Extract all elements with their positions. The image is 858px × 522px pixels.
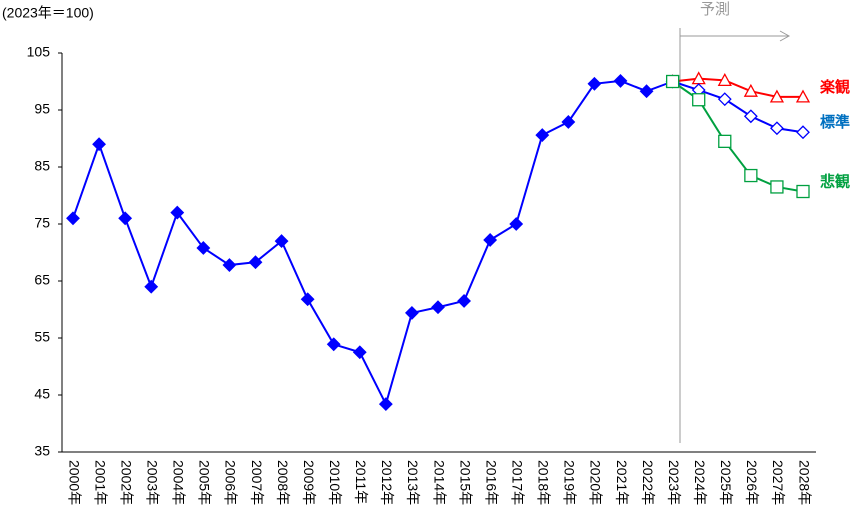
point: [118, 211, 133, 226]
forecast-arrow-head: [779, 30, 791, 42]
x-tick-label: 2022年: [640, 460, 656, 505]
x-tick-label: 2015年: [457, 460, 473, 505]
point: [66, 211, 80, 226]
y-tick-label: 95: [34, 101, 50, 117]
point: [405, 306, 419, 320]
x-tick-label: 2007年: [249, 460, 265, 505]
point: [639, 84, 654, 99]
x-tick-label: 2009年: [301, 460, 317, 505]
point: [248, 255, 263, 270]
x-tick-label: 2014年: [431, 460, 447, 505]
x-tick-label: 2021年: [614, 460, 630, 505]
series-label: 悲観: [820, 172, 850, 190]
y-tick-label: 75: [34, 215, 50, 231]
point: [170, 205, 185, 220]
series-label: 標準: [820, 113, 850, 131]
x-tick-label: 2023年: [666, 460, 682, 505]
forecast-label: 予測: [700, 1, 730, 18]
x-tick-label: 2011年: [353, 460, 369, 504]
point: [717, 73, 732, 87]
x-tick-label: 2016年: [483, 460, 499, 505]
point: [352, 345, 367, 360]
x-tick-label: 2001年: [92, 460, 108, 505]
point: [613, 74, 628, 88]
x-tick-label: 2000年: [66, 460, 82, 505]
point: [795, 89, 811, 103]
x-tick-label: 2024年: [692, 460, 708, 505]
point: [587, 76, 602, 91]
point: [718, 134, 732, 149]
point: [92, 137, 106, 152]
point: [144, 279, 159, 294]
x-tick-label: 2019年: [562, 460, 578, 505]
x-tick-label: 2008年: [275, 460, 291, 505]
point: [300, 292, 315, 307]
x-tick-label: 2020年: [588, 460, 604, 505]
point: [665, 74, 680, 89]
x-tick-label: 2004年: [171, 460, 187, 505]
point: [770, 121, 784, 136]
y-tick-label: 85: [34, 158, 50, 174]
point: [769, 89, 785, 103]
point: [196, 241, 211, 255]
y-tick-label: 55: [34, 329, 50, 345]
x-tick-label: 2006年: [223, 460, 239, 505]
x-tick-label: 2005年: [197, 460, 213, 505]
point: [743, 83, 758, 97]
point: [326, 337, 341, 352]
x-tick-label: 2018年: [536, 460, 552, 505]
point: [509, 217, 524, 231]
point: [274, 234, 289, 249]
point: [796, 125, 810, 140]
y-tick-label: 65: [34, 272, 50, 288]
x-tick-label: 2027年: [770, 460, 786, 505]
x-tick-label: 2002年: [118, 460, 134, 505]
point: [796, 184, 810, 199]
x-tick-label: 2010年: [327, 460, 343, 505]
point: [561, 115, 576, 129]
x-tick-label: 2026年: [744, 460, 760, 505]
x-tick-label: 2025年: [718, 460, 734, 505]
point: [692, 93, 706, 107]
point: [744, 168, 758, 183]
x-tick-label: 2003年: [145, 460, 161, 505]
series-line: [672, 80, 804, 134]
point: [717, 92, 732, 107]
point: [483, 233, 498, 247]
unit-note: (2023年＝100): [2, 5, 94, 21]
x-tick-label: 2017年: [510, 460, 526, 505]
point: [222, 258, 237, 272]
y-tick-label: 45: [34, 386, 50, 402]
point: [457, 294, 471, 308]
point: [378, 397, 393, 412]
x-tick-label: 2012年: [379, 460, 395, 505]
point: [743, 109, 758, 124]
point: [770, 180, 784, 194]
point: [535, 128, 550, 142]
y-tick-label: 35: [34, 443, 50, 459]
point: [431, 300, 445, 315]
x-tick-label: 2013年: [405, 460, 421, 505]
series-line: [72, 79, 673, 407]
series-label: 楽観: [820, 78, 850, 96]
x-tick-label: 2028年: [796, 460, 812, 505]
y-tick-label: 105: [27, 44, 51, 60]
series-line: [672, 77, 803, 98]
